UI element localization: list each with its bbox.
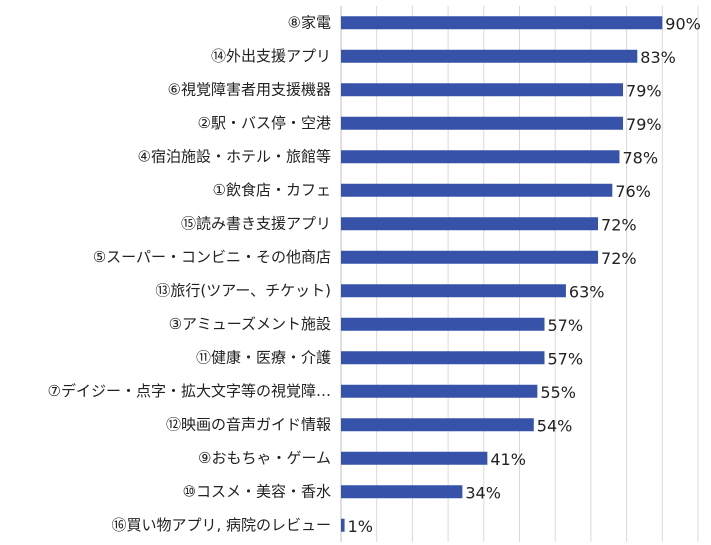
- category-labels: ⑧家電 ⑭外出支援アプリ ⑥視覚障害者用支援機器 ②駅・バス停・空港 ④宿泊施設・ホテル…: [48, 13, 331, 534]
- value-label: 72%: [601, 215, 637, 234]
- category-label: ②駅・バス停・空港: [198, 114, 331, 132]
- bar: [341, 16, 663, 30]
- category-label: ⑯買い物アプリ, 病院のレビュー: [111, 516, 331, 534]
- category-label: ⑬旅行(ツアー、チケット): [155, 281, 331, 299]
- bar: [341, 183, 613, 197]
- bar: [341, 317, 545, 331]
- bar: [341, 150, 620, 164]
- bar: [341, 250, 599, 264]
- value-label: 54%: [537, 416, 573, 435]
- bar: [341, 217, 599, 231]
- bar: [341, 49, 638, 63]
- value-label: 1%: [348, 517, 373, 536]
- category-label: ⑨おもちゃ・ゲーム: [198, 449, 331, 467]
- value-label: 79%: [626, 81, 662, 100]
- value-label: 72%: [601, 249, 637, 268]
- category-label: ①飲食店・カフェ: [213, 181, 331, 199]
- value-label: 63%: [569, 282, 605, 301]
- category-label: ③アミューズメント施設: [169, 315, 331, 333]
- bar: [341, 116, 624, 130]
- category-label: ⑪健康・医療・介護: [196, 348, 331, 366]
- value-label: 57%: [547, 349, 583, 368]
- value-label: 78%: [622, 148, 658, 167]
- value-label: 41%: [490, 450, 526, 469]
- value-label: 79%: [626, 115, 662, 134]
- bar: [341, 451, 488, 465]
- category-label: ⑦デイジー・点字・拡大文字等の視覚障…: [48, 382, 331, 400]
- bar: [341, 418, 534, 432]
- category-label: ④宿泊施設・ホテル・旅館等: [138, 147, 331, 165]
- bar: [341, 384, 538, 398]
- bar: [341, 284, 566, 298]
- category-label: ⑮読み書き支援アプリ: [181, 214, 331, 232]
- value-label: 83%: [640, 48, 676, 67]
- category-label: ⑫映画の音声ガイド情報: [166, 415, 331, 433]
- value-labels: 90% 83% 79% 79% 78% 76% 72% 72% 63% 57% 57% 55% 54% 4…: [348, 14, 701, 536]
- category-label: ⑧家電: [288, 13, 331, 31]
- bar: [341, 485, 463, 499]
- value-label: 55%: [540, 383, 576, 402]
- value-label: 57%: [547, 316, 583, 335]
- value-label: 34%: [465, 483, 501, 502]
- category-label: ⑤スーパー・コンビニ・その他商店: [93, 248, 331, 266]
- category-label: ⑩コスメ・美容・香水: [183, 482, 331, 500]
- value-label: 76%: [615, 182, 651, 201]
- bar: [341, 518, 345, 532]
- bars: [341, 16, 663, 532]
- value-label: 90%: [665, 14, 701, 33]
- bar: [341, 83, 624, 97]
- bar: [341, 351, 545, 365]
- category-label: ⑥視覚障害者用支援機器: [168, 80, 331, 98]
- category-label: ⑭外出支援アプリ: [211, 47, 331, 65]
